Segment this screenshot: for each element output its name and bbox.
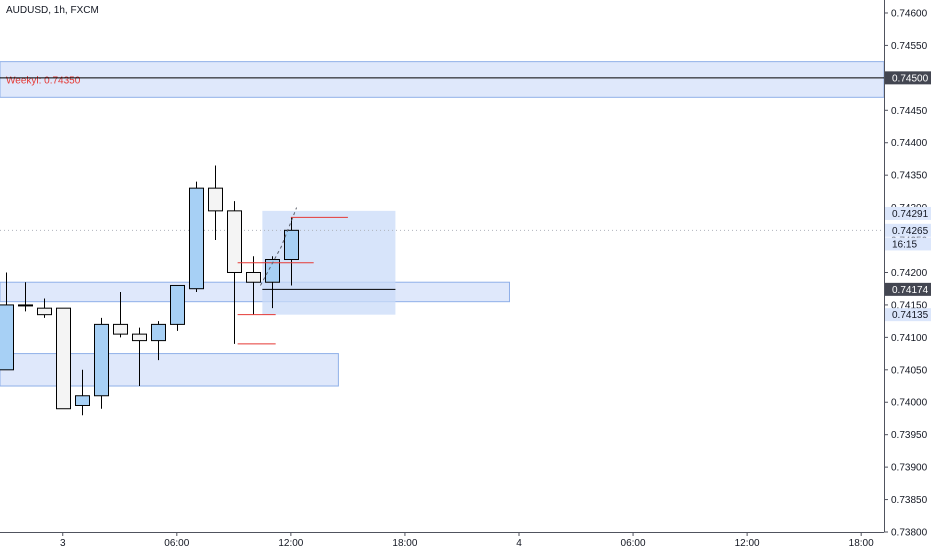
- candle: [18, 282, 33, 312]
- candle: [246, 256, 261, 315]
- candle-body: [75, 395, 90, 406]
- time-tick-label: 12:00: [735, 538, 760, 549]
- candle: [265, 256, 280, 309]
- zones-layer: Weekyl: 0.74350: [0, 61, 885, 387]
- overlay-layer: [237, 207, 348, 345]
- price-tick-label: 0.74400: [891, 138, 928, 149]
- candle-body: [227, 210, 242, 273]
- price-tag: 0.74500: [885, 71, 931, 85]
- price-tick-label: 0.74200: [891, 268, 928, 279]
- time-tick-label: 06:00: [164, 538, 189, 549]
- candle-body: [170, 284, 185, 325]
- price-tag: 0.74135: [885, 308, 931, 322]
- projection-dashed-path: [260, 207, 298, 286]
- candle: [170, 284, 185, 331]
- candle: [56, 307, 71, 410]
- symbol-title: AUDUSD, 1h, FXCM: [6, 5, 99, 16]
- candles-layer: [0, 165, 299, 416]
- time-tick-label: 18:00: [392, 538, 417, 549]
- price-tick-label: 0.74600: [891, 8, 928, 19]
- candle-body: [189, 187, 204, 290]
- time-tick-label: 12:00: [278, 538, 303, 549]
- price-tick-label: 0.74150: [891, 300, 928, 311]
- candle: [37, 298, 52, 318]
- price-tick-label: 0.74350: [891, 171, 928, 182]
- candle: [189, 181, 204, 292]
- price-tick-label: 0.73900: [891, 463, 928, 474]
- price-tag-label: 0.74174: [892, 285, 929, 296]
- candle: [113, 291, 128, 338]
- candle: [227, 201, 242, 344]
- candle-body: [37, 307, 52, 316]
- candle-body: [0, 304, 14, 371]
- price-tick-label: 0.74550: [891, 41, 928, 52]
- price-tag: 0.74174: [885, 282, 931, 296]
- price-tick-label: 0.74000: [891, 398, 928, 409]
- price-tag-label: 0.74291: [892, 209, 929, 220]
- candle-body: [18, 304, 33, 307]
- candle-body: [94, 323, 109, 397]
- candle-body: [208, 187, 223, 212]
- candle: [132, 327, 147, 387]
- price-tag-label: 0.74265: [892, 226, 929, 237]
- price-tag-bg: [885, 71, 931, 85]
- candle: [75, 369, 90, 416]
- price-tick-label: 0.74050: [891, 365, 928, 376]
- price-tag-bg: [885, 223, 931, 237]
- price-tag: 16:15: [885, 237, 931, 251]
- price-tag-bg: [885, 237, 931, 251]
- candle-body: [246, 271, 261, 283]
- time-axis-bg: [0, 532, 932, 550]
- price-tick-label: 0.73850: [891, 495, 928, 506]
- candle-body: [151, 323, 166, 342]
- price-tag-label: 0.74135: [892, 310, 929, 321]
- price-tag: 0.74265: [885, 223, 931, 237]
- candle-body: [284, 229, 299, 261]
- price-tag: 0.74291: [885, 206, 931, 220]
- candle-body: [56, 307, 71, 410]
- price-tick-label: 0.74450: [891, 106, 928, 117]
- lines-layer: [0, 77, 884, 290]
- zone-rect: [0, 281, 510, 303]
- price-tag-label: 0.74500: [892, 73, 929, 84]
- price-tag-bg: [885, 206, 931, 220]
- price-tag-label: 16:15: [892, 239, 917, 250]
- price-tick-label: 0.73800: [891, 528, 928, 539]
- candle-body: [132, 333, 147, 342]
- candle: [94, 317, 109, 409]
- candle: [0, 272, 14, 371]
- time-tick-label: 06:00: [621, 538, 646, 549]
- price-tick-label: 0.73950: [891, 430, 928, 441]
- price-axis-bg: [884, 0, 932, 550]
- candle-body: [265, 259, 280, 283]
- candle: [208, 165, 223, 241]
- candle-body: [113, 323, 128, 335]
- candle: [151, 321, 166, 361]
- price-tick-label: 0.74100: [891, 333, 928, 344]
- time-tick-label: 3: [60, 538, 66, 549]
- zone-label: Weekyl: 0.74350: [6, 75, 81, 86]
- zone-rect: [0, 353, 339, 387]
- time-tick-label: 4: [516, 538, 522, 549]
- time-tick-label: 18:00: [849, 538, 874, 549]
- zone-rect: [0, 61, 885, 98]
- price-tag-bg: [885, 308, 931, 322]
- price-tag-bg: [885, 282, 931, 296]
- candle: [284, 217, 299, 286]
